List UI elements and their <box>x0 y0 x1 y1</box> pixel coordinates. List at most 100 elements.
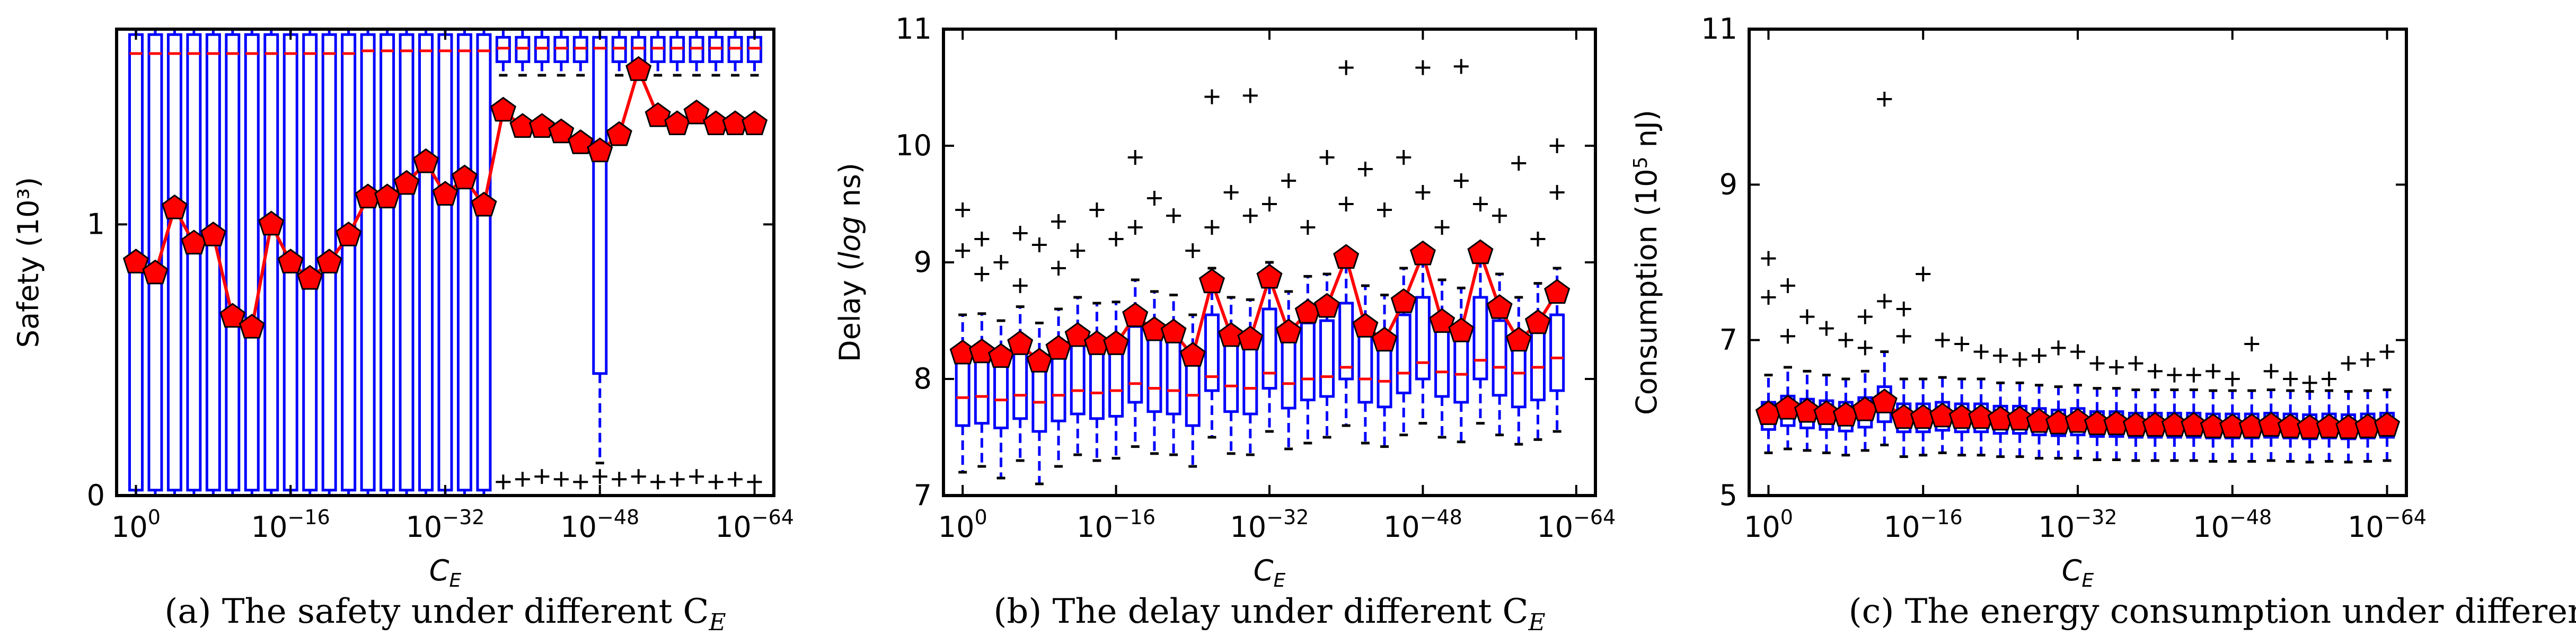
mean-marker <box>1544 279 1571 304</box>
box <box>1166 339 1181 416</box>
box <box>592 36 608 375</box>
flier-marker <box>2032 348 2047 363</box>
mean-marker <box>1160 319 1187 343</box>
mean-marker <box>2065 408 2091 433</box>
mean-marker <box>741 110 768 135</box>
box <box>1089 349 1105 420</box>
flier-marker <box>2206 364 2221 379</box>
y-tick-label: 7 <box>1719 323 1737 357</box>
x-tick-label: 10−32 <box>406 506 485 544</box>
flier-marker <box>2360 352 2376 367</box>
box <box>1261 307 1277 390</box>
box <box>1281 338 1296 410</box>
mean-marker <box>2374 412 2401 437</box>
box <box>1223 342 1239 413</box>
flier-marker <box>496 474 511 490</box>
y-axis-label: Consumption (105 nJ) <box>1630 110 1663 415</box>
mean-marker <box>1448 317 1475 342</box>
box <box>495 36 511 63</box>
box <box>689 36 704 63</box>
flier-marker <box>1857 340 1873 356</box>
flier-marker <box>631 469 646 484</box>
caption-c: (c) The energy consumption under differe… <box>1849 592 2576 636</box>
flier-marker <box>1954 337 1970 351</box>
box <box>437 33 453 492</box>
caption-b: (b) The delay under different CE <box>993 592 1545 636</box>
flier-marker <box>2070 344 2085 359</box>
flier-marker <box>553 472 569 487</box>
box <box>1242 344 1258 416</box>
flier-marker <box>612 472 627 487</box>
mean-marker <box>2007 405 2033 431</box>
mean-marker <box>625 56 652 81</box>
flier-marker <box>1761 251 1776 266</box>
x-tick-label: 100 <box>938 506 987 544</box>
mean-marker <box>432 181 458 206</box>
flier-marker <box>1453 173 1469 188</box>
flier-marker <box>1338 60 1354 75</box>
mean-marker <box>1794 398 1820 423</box>
mean-marker <box>122 249 149 273</box>
y-tick-label: 5 <box>1719 479 1737 512</box>
mean-marker <box>1524 309 1551 334</box>
y-tick-label: 11 <box>895 12 932 46</box>
y-tick-label: 1 <box>87 207 105 241</box>
box <box>166 33 182 492</box>
mean-marker <box>1045 334 1072 360</box>
mean-marker <box>142 259 169 285</box>
flier-marker <box>1146 191 1162 206</box>
mean-marker <box>1218 322 1245 347</box>
flier-marker <box>1935 332 1950 348</box>
box <box>341 33 357 492</box>
flier-marker <box>1204 89 1220 104</box>
flier-marker <box>1415 60 1431 75</box>
box <box>263 33 279 492</box>
flier-marker <box>1799 309 1815 324</box>
mean-marker <box>316 249 342 273</box>
box <box>186 33 202 492</box>
x-tick-label: 10−16 <box>1077 506 1155 544</box>
flier-marker <box>1319 150 1335 165</box>
box <box>1453 337 1469 404</box>
y-tick-label: 7 <box>914 479 932 512</box>
flier-marker <box>1549 138 1565 153</box>
flier-marker <box>1877 294 1892 309</box>
flier-marker <box>515 472 530 487</box>
box <box>1031 366 1047 433</box>
flier-marker <box>1549 185 1565 200</box>
flier-marker <box>2341 356 2356 371</box>
flier-marker <box>2147 364 2163 379</box>
flier-marker <box>1492 208 1507 223</box>
mean-marker <box>277 249 304 273</box>
flier-marker <box>669 472 685 487</box>
flier-marker <box>1415 185 1431 200</box>
flier-marker <box>1338 197 1354 211</box>
y-tick-label: 9 <box>1719 167 1737 201</box>
box <box>380 33 395 492</box>
mean-marker <box>528 113 555 138</box>
box <box>993 364 1009 429</box>
mean-marker <box>1198 268 1225 294</box>
x-tick-label: 10−64 <box>1537 506 1616 544</box>
flier-marker <box>534 469 550 484</box>
mean-marker <box>1237 325 1264 351</box>
mean-marker <box>1103 330 1130 355</box>
box <box>476 33 492 492</box>
flier-marker <box>1896 329 1911 344</box>
box <box>974 359 990 425</box>
flier-marker <box>1993 348 2008 363</box>
y-tick-label: 0 <box>87 479 105 512</box>
x-axis-label: CE <box>2062 554 2094 591</box>
flier-marker <box>1300 220 1316 235</box>
box <box>1377 342 1392 409</box>
flier-marker <box>2128 356 2143 371</box>
mean-marker <box>412 148 439 173</box>
flier-marker <box>993 255 1009 270</box>
box <box>955 360 971 427</box>
mean-marker <box>968 338 995 364</box>
flier-marker <box>1127 220 1143 235</box>
plot-frame <box>115 28 775 497</box>
flier-marker <box>2089 356 2105 371</box>
flier-marker <box>1780 329 1795 344</box>
box <box>1319 319 1335 398</box>
